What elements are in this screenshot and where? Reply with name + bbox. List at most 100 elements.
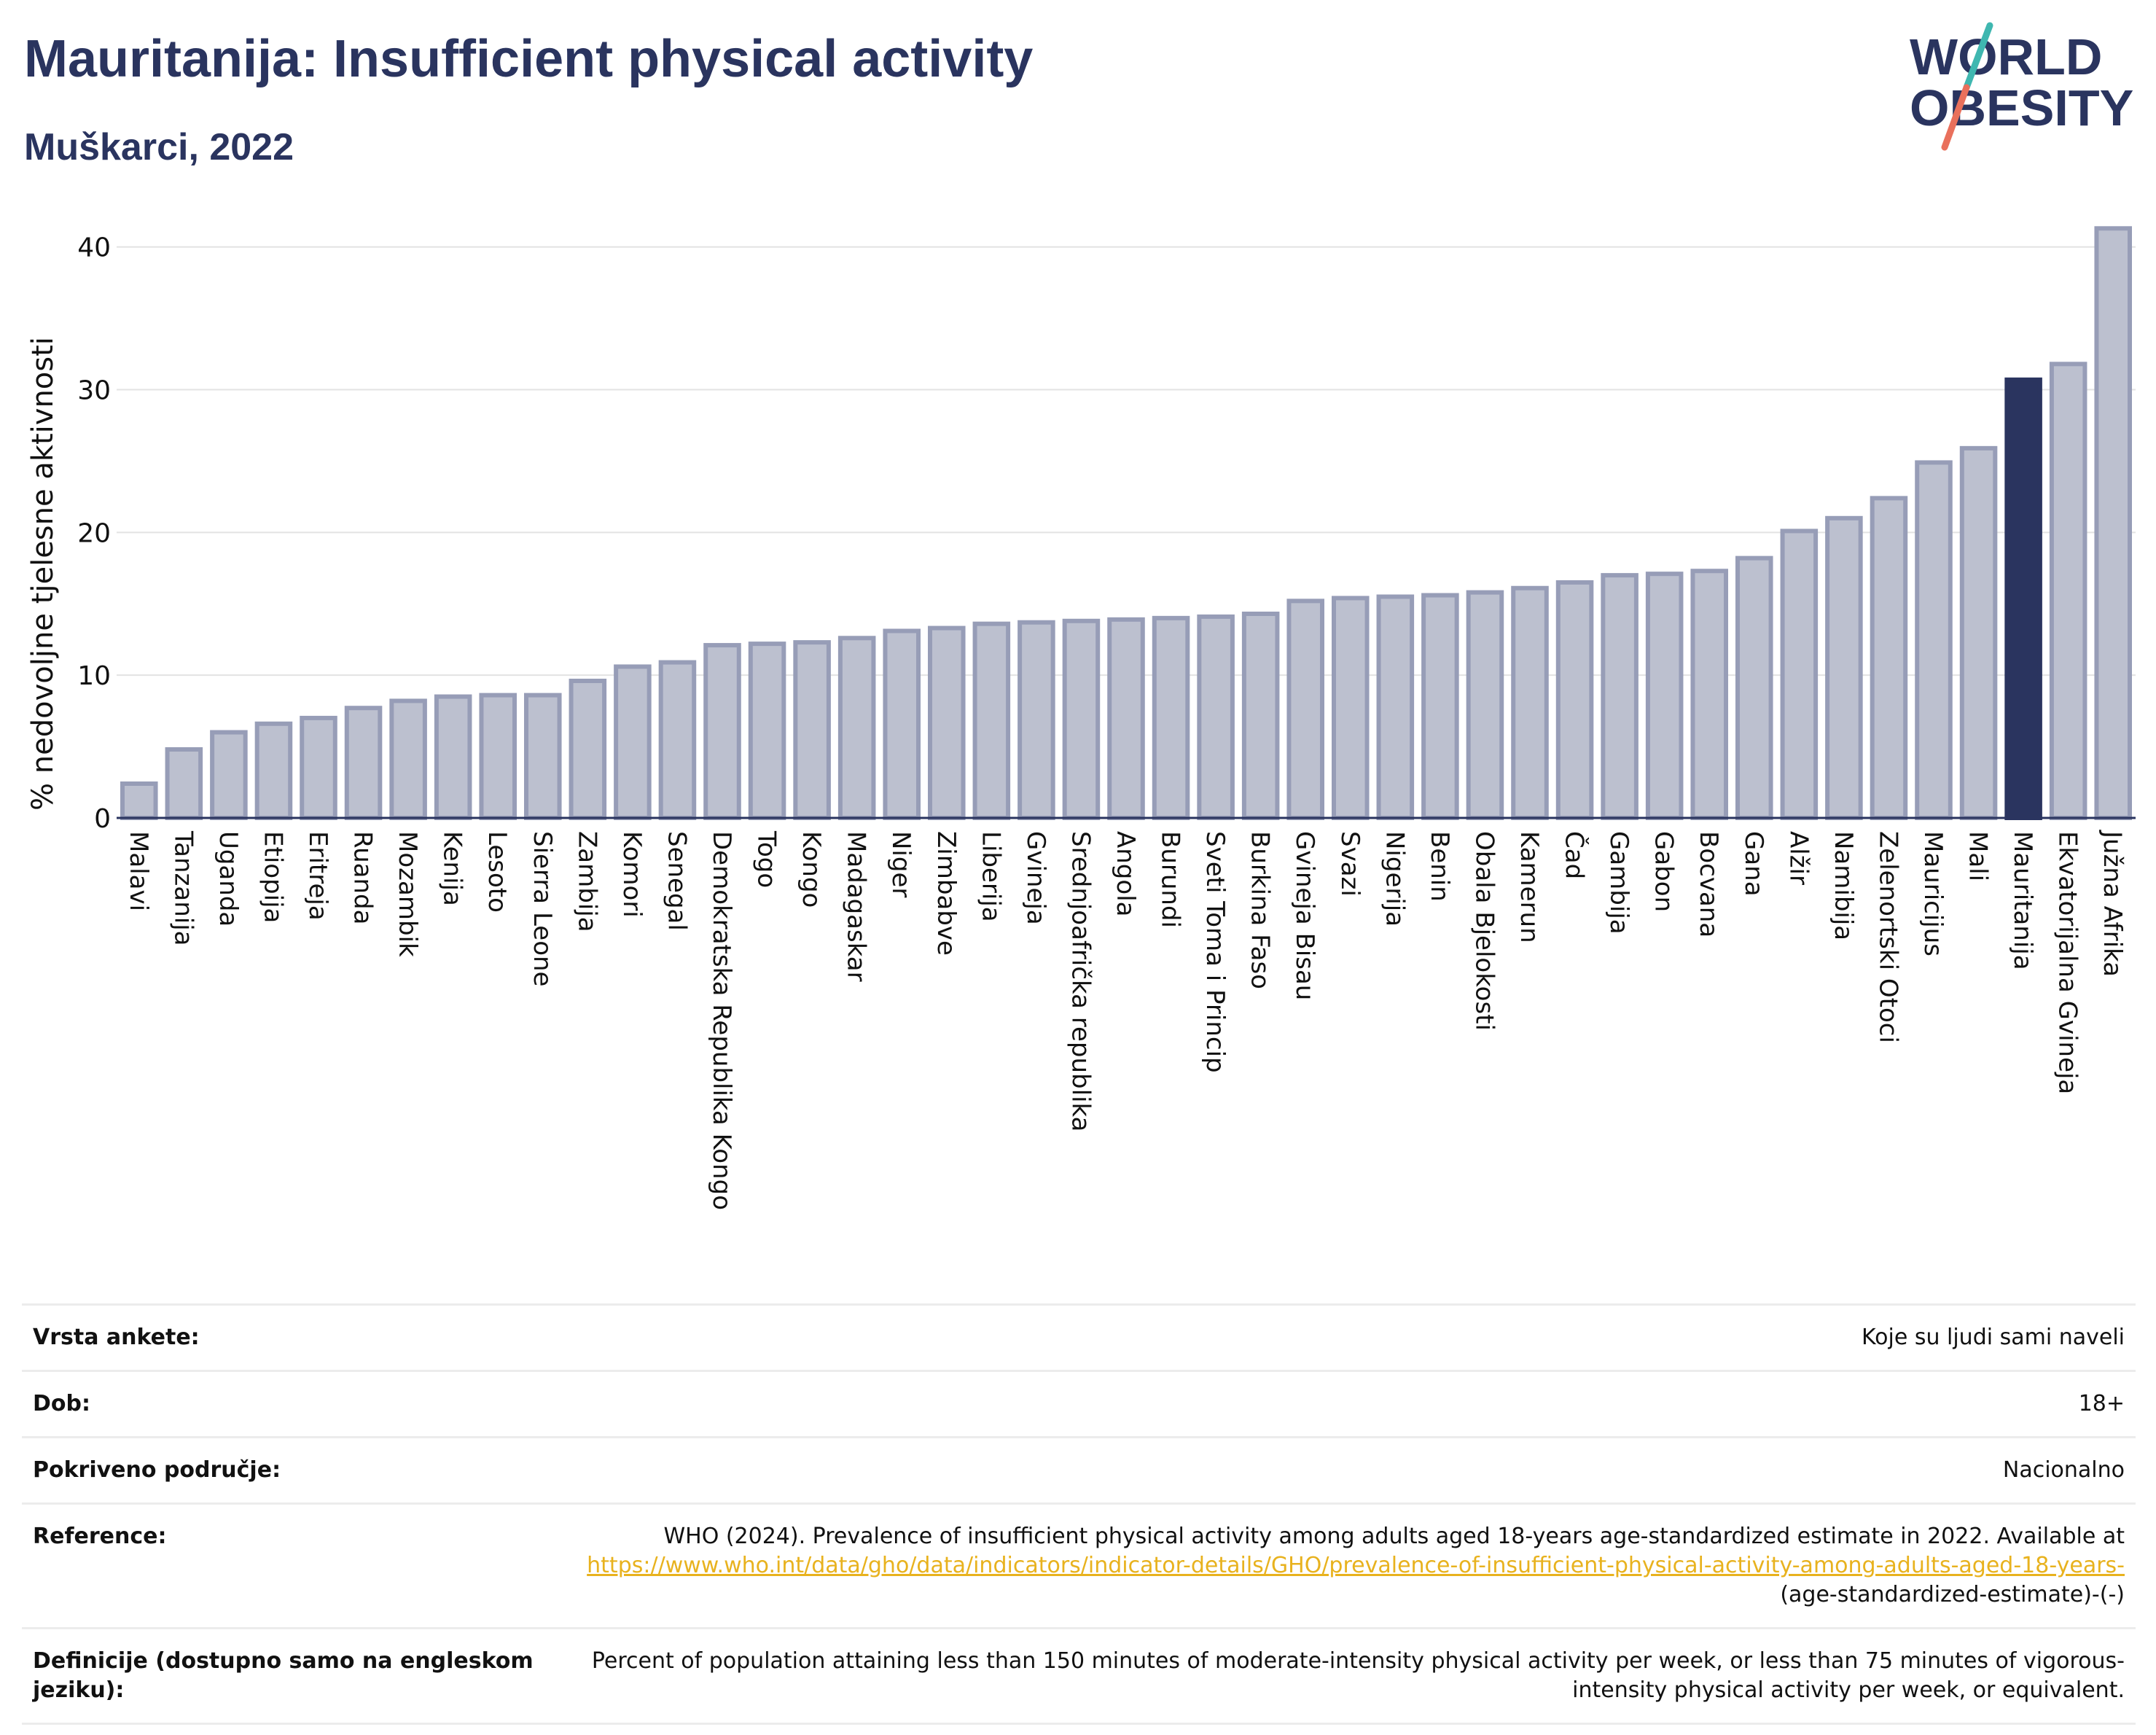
x-tick-label: Gana bbox=[1739, 831, 1768, 897]
info-value: Koje su ljudi sami naveli bbox=[1861, 1325, 2125, 1350]
bar bbox=[1018, 620, 1055, 820]
x-tick-label: Nigerija bbox=[1380, 831, 1409, 927]
info-label: Definicije (dostupno samo na engleskom j… bbox=[33, 1648, 534, 1703]
bar bbox=[254, 721, 293, 821]
bar-chart: 0 10 20 30 40 Malavi Tanzanija Uganda Etiopija E… bbox=[26, 226, 2136, 1210]
x-tick-label: Eritreja bbox=[303, 831, 332, 921]
x-tick-label: Benin bbox=[1425, 831, 1454, 902]
bar bbox=[210, 730, 248, 821]
x-tick-label: Lesoto bbox=[483, 831, 512, 913]
x-tick-label: Togo bbox=[752, 830, 781, 888]
x-tick-labels: Malavi Tanzanija Uganda Etiopija Eritreja Rua… bbox=[124, 830, 2127, 1210]
bar bbox=[1466, 590, 1504, 820]
x-tick-label: Čad bbox=[1560, 831, 1590, 879]
y-axis-label: % nedovoljne tjelesne aktivnosti bbox=[26, 337, 60, 811]
bar bbox=[1332, 596, 1370, 821]
x-tick-label: Ruanda bbox=[348, 831, 378, 924]
x-tick-label: Mozambik bbox=[393, 831, 422, 957]
bar bbox=[300, 715, 337, 820]
x-tick-label: Madagaskar bbox=[842, 831, 871, 982]
x-tick-label: Gvineja bbox=[1021, 831, 1050, 925]
bar bbox=[972, 621, 1011, 820]
bar bbox=[1241, 611, 1280, 820]
x-tick-label: Srednjoafrička republika bbox=[1066, 831, 1095, 1131]
info-row-definitions: Definicije (dostupno samo na engleskom j… bbox=[22, 1628, 2136, 1724]
x-tick-label: Zimbabve bbox=[931, 831, 961, 956]
y-tick-label: 0 bbox=[94, 804, 111, 834]
x-tick-label: Burkina Faso bbox=[1246, 831, 1275, 989]
page-title: Mauritanija: Insufficient physical activ… bbox=[24, 30, 1034, 88]
x-tick-label: Obala Bjelokosti bbox=[1469, 831, 1499, 1031]
info-value: WHO (2024). Prevalence of insufficient p… bbox=[569, 1504, 2136, 1629]
reference-suffix: (age-standardized-estimate)-(-) bbox=[1780, 1582, 2125, 1607]
x-tick-label: Bocvana bbox=[1694, 831, 1723, 937]
bars bbox=[120, 226, 2132, 821]
info-row-age: Dob: 18+ bbox=[22, 1371, 2136, 1438]
bar bbox=[2094, 226, 2132, 820]
logo-text-obesity: OBESITY bbox=[1910, 79, 2133, 136]
bar bbox=[748, 642, 786, 821]
bar bbox=[1735, 555, 1773, 820]
x-tick-label: Mali bbox=[1964, 831, 1993, 881]
x-tick-label: Tanzanija bbox=[168, 830, 198, 946]
info-value: Percent of population attaining less tha… bbox=[591, 1648, 2125, 1703]
x-tick-label: Zelenortski Otoci bbox=[1873, 831, 1902, 1043]
bar bbox=[1645, 572, 1684, 820]
bar bbox=[614, 664, 652, 820]
x-tick-label: Sierra Leone bbox=[528, 831, 557, 986]
bar bbox=[2049, 362, 2087, 820]
x-tick-label: Niger bbox=[886, 831, 915, 897]
bar bbox=[434, 694, 472, 821]
info-table: Vrsta ankete: Koje su ljudi sami naveli … bbox=[22, 1303, 2136, 1725]
bar bbox=[1601, 573, 1639, 820]
x-tick-label: Kamerun bbox=[1515, 831, 1544, 943]
bar bbox=[1690, 569, 1728, 821]
bar bbox=[837, 636, 876, 820]
bar bbox=[1870, 496, 1908, 820]
bar bbox=[1376, 594, 1415, 820]
bar bbox=[569, 679, 607, 821]
reference-text: WHO (2024). Prevalence of insufficient p… bbox=[663, 1524, 2125, 1549]
page-subtitle: Muškarci, 2022 bbox=[24, 126, 294, 168]
x-tick-label: Zambija bbox=[572, 831, 601, 932]
bar bbox=[120, 781, 158, 820]
bar bbox=[524, 693, 562, 820]
x-tick-label: Sveti Toma i Princip bbox=[1200, 831, 1230, 1073]
logo-slash-coral bbox=[1941, 84, 1970, 151]
bar bbox=[1555, 580, 1594, 820]
y-tick-labels: 0 10 20 30 40 bbox=[77, 233, 111, 834]
info-label: Dob: bbox=[33, 1391, 90, 1416]
x-tick-label: Burundi bbox=[1156, 831, 1185, 928]
info-row-reference: Reference: WHO (2024). Prevalence of ins… bbox=[22, 1503, 2136, 1629]
bar bbox=[1511, 585, 1549, 821]
x-tick-label: Liberija bbox=[976, 831, 1005, 922]
y-tick-label: 10 bbox=[77, 661, 111, 691]
y-tick-label: 40 bbox=[77, 233, 111, 263]
y-tick-label: 20 bbox=[77, 518, 111, 548]
bar bbox=[1780, 529, 1819, 820]
x-tick-label: Gambija bbox=[1604, 831, 1633, 935]
bar bbox=[793, 640, 831, 821]
x-tick-label: Svazi bbox=[1335, 831, 1364, 897]
reference-link[interactable]: https://www.who.int/data/gho/data/indica… bbox=[587, 1553, 2125, 1578]
x-tick-label: Gabon bbox=[1649, 831, 1679, 912]
x-tick-label: Demokratska Republika Kongo bbox=[707, 831, 736, 1210]
bar bbox=[883, 628, 921, 820]
logo-text-world: WORLD bbox=[1910, 28, 2102, 85]
bar bbox=[1959, 445, 1998, 820]
bar bbox=[1197, 614, 1235, 821]
info-label: Vrsta ankete: bbox=[33, 1325, 200, 1350]
x-tick-label: Ekvatorijalna Gvineja bbox=[2053, 831, 2082, 1094]
bar bbox=[928, 625, 966, 820]
x-tick-label: Gvineja Bisau bbox=[1290, 831, 1319, 1000]
y-tick-label: 30 bbox=[77, 376, 111, 406]
bar bbox=[344, 706, 383, 821]
logo-slash-teal bbox=[1963, 22, 1993, 91]
x-tick-label: Komori bbox=[617, 831, 647, 918]
x-tick-label: Malavi bbox=[124, 831, 153, 911]
bar bbox=[658, 660, 697, 821]
info-row-survey-type: Vrsta ankete: Koje su ljudi sami naveli bbox=[22, 1304, 2136, 1371]
info-value: Nacionalno bbox=[2002, 1457, 2125, 1483]
bar bbox=[479, 693, 517, 820]
bar bbox=[1421, 593, 1459, 820]
